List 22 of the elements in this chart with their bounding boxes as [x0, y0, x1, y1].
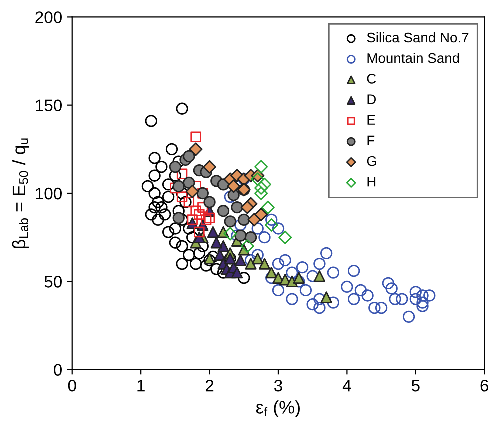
- legend-label: F: [368, 136, 375, 146]
- y-axis-title: β$_{Lab}$ = E$_{50}$ / q$_{u}$: [12, 138, 30, 248]
- legend-label: D: [368, 94, 376, 104]
- x-tick-label: 2: [206, 380, 214, 392]
- x-tick-label: 6: [480, 380, 488, 392]
- y-tick-label: 150: [36, 100, 62, 112]
- legend-label: Mountain Sand: [368, 53, 460, 64]
- legend-label: H: [368, 177, 376, 187]
- legend-label: G: [367, 156, 376, 166]
- y-tick-label: 200: [36, 12, 62, 24]
- x-tick-label: 5: [412, 380, 420, 392]
- x-tick-label: 4: [342, 380, 352, 392]
- x-axis-title: ε$_{f}$ (%): [256, 400, 300, 418]
- y-tick-label: 50: [44, 276, 62, 288]
- y-tick-label: 0: [54, 364, 62, 376]
- legend-label: Silica Sand No.7: [367, 32, 469, 43]
- legend-label: E: [368, 115, 376, 125]
- x-tick-label: 0: [68, 380, 76, 392]
- x-tick-label: 1: [138, 380, 145, 392]
- legend-label: C: [367, 74, 376, 84]
- y-tick-label: 100: [36, 188, 62, 200]
- x-tick-label: 3: [274, 380, 282, 392]
